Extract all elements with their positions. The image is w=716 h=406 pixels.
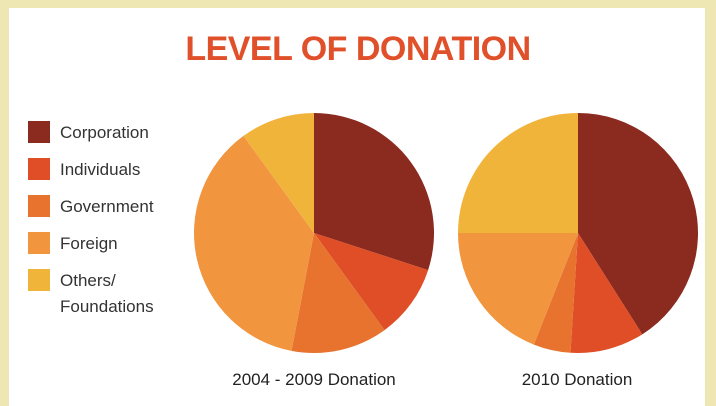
pie-slice-corporation <box>578 113 699 335</box>
pie-slice-corporation <box>314 113 435 271</box>
pie-2010 <box>458 113 699 353</box>
legend-label-corporation: Corporation <box>60 123 149 142</box>
pie-slice-government <box>533 233 578 353</box>
pie-slice-others-foundations <box>458 113 578 233</box>
legend-swatch-foreign <box>28 232 50 254</box>
legend-swatch-individuals <box>28 158 50 180</box>
pie-slice-foreign <box>458 233 578 345</box>
legend-label-government: Government <box>60 197 154 216</box>
legend-swatch-corporation <box>28 121 50 143</box>
pie-slice-others-foundations <box>243 113 314 233</box>
pie-slice-foreign <box>194 135 314 351</box>
legend-item-individuals: Individuals <box>28 155 228 185</box>
caption-2010: 2010 Donation <box>521 370 633 389</box>
legend-item-foreign: Foreign <box>28 229 228 259</box>
pie-slice-individuals <box>314 233 429 331</box>
pie-slice-individuals <box>570 233 643 353</box>
legend-swatch-government <box>28 195 50 217</box>
pie-slice-government <box>291 233 385 353</box>
legend-label-foreign: Foreign <box>60 234 118 253</box>
pie-2004-2009 <box>194 113 435 353</box>
legend-label-others-foundations: Others/ Foundations <box>60 271 154 316</box>
legend-item-government: Government <box>28 192 228 222</box>
legend-item-corporation: Corporation <box>28 118 228 148</box>
legend-label-individuals: Individuals <box>60 160 141 179</box>
caption-2004-2009: 2004 - 2009 Donation <box>232 370 396 389</box>
legend-swatch-others-foundations <box>28 269 50 291</box>
legend-item-others-foundations: Others/ Foundations <box>28 266 228 326</box>
chart-title: LEVEL OF DONATION <box>185 30 531 68</box>
